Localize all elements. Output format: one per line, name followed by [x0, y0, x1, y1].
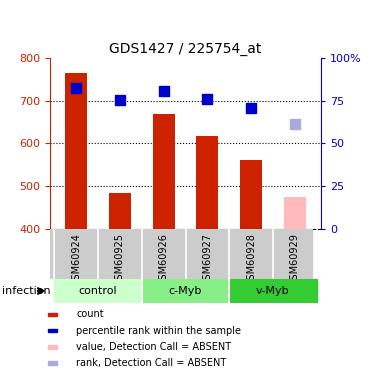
Text: count: count: [76, 309, 104, 320]
Text: GSM60928: GSM60928: [246, 233, 256, 286]
Text: GSM60927: GSM60927: [202, 233, 212, 286]
Text: GSM60924: GSM60924: [71, 233, 81, 286]
Bar: [229, 279, 316, 303]
Point: [248, 105, 254, 111]
Bar: [48, 345, 57, 349]
Bar: [153, 114, 175, 229]
Point: [73, 85, 79, 91]
Text: rank, Detection Call = ABSENT: rank, Detection Call = ABSENT: [76, 358, 226, 368]
Text: control: control: [79, 286, 118, 296]
Title: GDS1427 / 225754_at: GDS1427 / 225754_at: [109, 42, 262, 56]
Bar: [65, 73, 87, 229]
Text: GSM60925: GSM60925: [115, 233, 125, 286]
Text: GSM60929: GSM60929: [290, 233, 300, 286]
Bar: [48, 362, 57, 365]
Bar: [142, 279, 229, 303]
Bar: [48, 313, 57, 316]
Text: c-Myb: c-Myb: [169, 286, 202, 296]
Point: [204, 96, 210, 102]
Point: [161, 87, 167, 93]
Bar: [48, 329, 57, 333]
Point: [117, 97, 123, 103]
Text: percentile rank within the sample: percentile rank within the sample: [76, 326, 241, 336]
Bar: [196, 136, 218, 229]
Text: infection: infection: [2, 286, 50, 296]
Text: v-Myb: v-Myb: [256, 286, 290, 296]
Text: value, Detection Call = ABSENT: value, Detection Call = ABSENT: [76, 342, 231, 352]
Text: GSM60926: GSM60926: [159, 233, 169, 286]
Bar: [109, 194, 131, 229]
Bar: [55, 279, 142, 303]
Point: [292, 121, 298, 127]
Bar: [284, 197, 306, 229]
Bar: [240, 160, 262, 229]
